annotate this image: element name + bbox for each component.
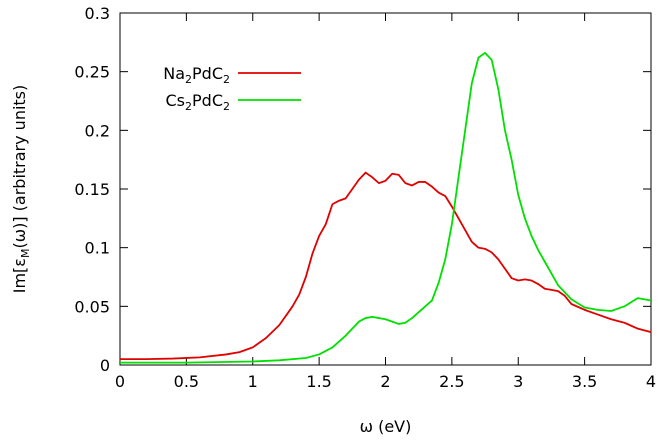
x-axis-title: ω (eV) <box>360 417 412 436</box>
y-tick-label: 0.25 <box>74 63 110 82</box>
series-line-1 <box>120 51 652 364</box>
y-axis: 0 0.05 0.1 0.15 0.2 0.25 0.3 <box>74 4 651 375</box>
legend: Na2PdC2 Cs2PdC2 <box>163 64 301 113</box>
series-layer <box>120 51 652 364</box>
x-tick-label: 2.5 <box>439 372 464 391</box>
x-tick-label: 4 <box>646 372 656 391</box>
y-tick-label: 0.1 <box>85 239 110 258</box>
x-tick-label: 1.5 <box>306 372 331 391</box>
x-tick-label: 3.5 <box>572 372 597 391</box>
x-tick-label: 1 <box>248 372 258 391</box>
x-tick-label: 3 <box>513 372 523 391</box>
legend-label-0: Na2PdC2 <box>163 64 230 86</box>
y-tick-label: 0.3 <box>85 4 110 23</box>
y-tick-label: 0.2 <box>85 121 110 140</box>
x-tick-label: 0 <box>115 372 125 391</box>
y-tick-label: 0 <box>100 356 110 375</box>
series-line-0 <box>120 171 652 361</box>
x-tick-label: 0.5 <box>174 372 199 391</box>
y-tick-label: 0.15 <box>74 180 110 199</box>
x-axis: 0 0.5 1 1.5 2 2.5 3 3.5 4 <box>115 13 656 391</box>
legend-label-1: Cs2PdC2 <box>166 91 231 113</box>
y-tick-label: 0.05 <box>74 297 110 316</box>
y-axis-title: Im[εM(ω)] (arbitrary units) <box>10 85 32 294</box>
x-tick-label: 2 <box>380 372 390 391</box>
